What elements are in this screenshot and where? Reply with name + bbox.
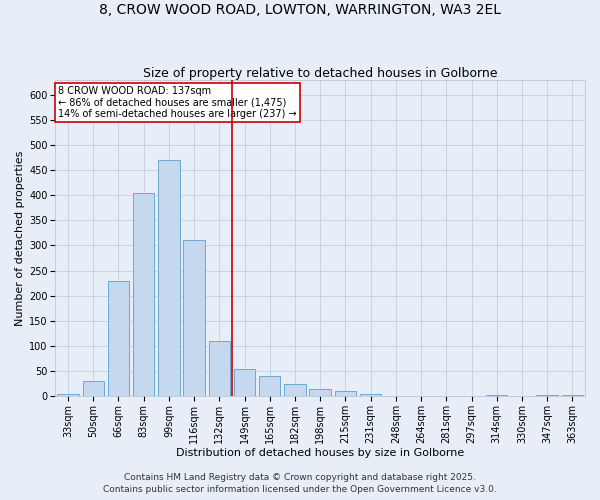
Bar [536,395,558,396]
Bar [284,384,306,396]
Text: Contains HM Land Registry data © Crown copyright and database right 2025.
Contai: Contains HM Land Registry data © Crown c… [103,472,497,494]
Bar [310,389,331,396]
Bar [259,376,280,396]
Bar [133,192,154,396]
Bar [234,368,255,396]
X-axis label: Distribution of detached houses by size in Golborne: Distribution of detached houses by size … [176,448,464,458]
Bar [58,394,79,396]
Title: Size of property relative to detached houses in Golborne: Size of property relative to detached ho… [143,66,497,80]
Bar [486,395,508,396]
Bar [108,280,129,396]
Text: 8, CROW WOOD ROAD, LOWTON, WARRINGTON, WA3 2EL: 8, CROW WOOD ROAD, LOWTON, WARRINGTON, W… [99,2,501,16]
Bar [184,240,205,396]
Bar [209,341,230,396]
Bar [360,394,382,396]
Text: 8 CROW WOOD ROAD: 137sqm
← 86% of detached houses are smaller (1,475)
14% of sem: 8 CROW WOOD ROAD: 137sqm ← 86% of detach… [58,86,297,119]
Bar [562,395,583,396]
Bar [83,381,104,396]
Bar [158,160,179,396]
Bar [335,392,356,396]
Y-axis label: Number of detached properties: Number of detached properties [15,150,25,326]
